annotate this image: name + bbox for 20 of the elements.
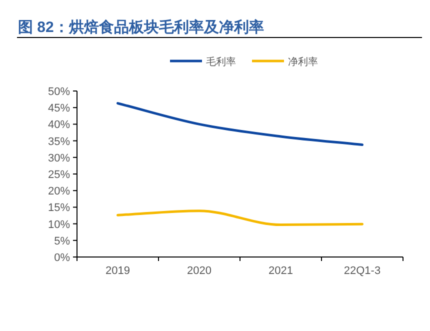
line-series (116, 102, 364, 146)
legend-label: 净利率 (288, 56, 318, 68)
x-tick-label: 22Q1-3 (344, 265, 381, 277)
y-tick-label: 15% (48, 202, 70, 214)
legend-label: 毛利率 (206, 56, 236, 68)
y-tick-label: 30% (48, 152, 70, 164)
y-tick-label: 50% (48, 86, 70, 98)
y-tick-label: 45% (48, 102, 70, 115)
y-tick-label: 25% (48, 169, 70, 181)
chart-title: 图 82：烘焙食品板块毛利率及净利率 (18, 18, 264, 36)
x-tick-label: 2019 (106, 265, 130, 277)
line-series (116, 210, 364, 226)
y-tick-label: 40% (48, 119, 70, 132)
y-tick-label: 5% (54, 235, 70, 248)
x-tick-label: 2020 (187, 265, 212, 277)
y-tick-label: 10% (48, 218, 70, 231)
x-tick-label: 2021 (268, 265, 293, 277)
y-tick-label: 20% (48, 186, 70, 198)
y-tick-label: 0% (54, 252, 70, 264)
y-tick-label: 35% (48, 136, 70, 148)
